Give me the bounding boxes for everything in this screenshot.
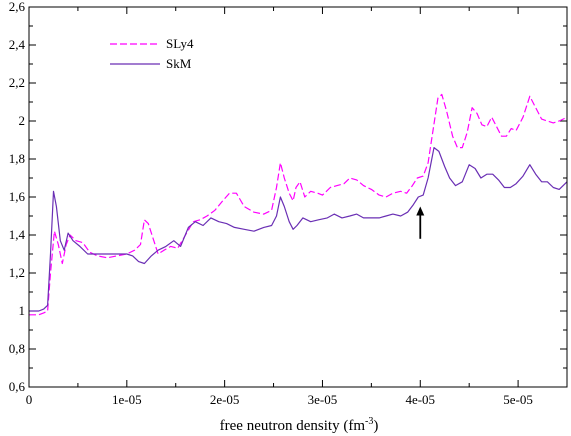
x-axis-ticks: 0 1e-05 2e-05 3e-05 4e-05 5e-05 <box>26 7 568 407</box>
y-tick-label: 0,8 <box>9 341 25 356</box>
y-tick-label: 1,4 <box>9 227 26 242</box>
series-line-skm <box>29 147 568 312</box>
legend-label-skm: SkM <box>166 56 192 71</box>
y-tick-label: 2,4 <box>9 37 26 52</box>
annotation-arrow-head <box>416 206 425 216</box>
legend-label-sly4: SLy4 <box>166 36 194 51</box>
y-tick-label: 1,8 <box>9 151 25 166</box>
legend: SLy4 SkM <box>110 36 194 71</box>
y-tick-label: 2 <box>19 113 26 128</box>
y-tick-label: 2,6 <box>9 0 26 14</box>
x-tick-label: 3e-05 <box>308 392 338 407</box>
series-line-sly4 <box>29 93 568 316</box>
plot-frame <box>28 6 568 388</box>
x-tick-label: 0 <box>26 392 33 407</box>
annotations <box>416 206 425 239</box>
y-tick-label: 2,2 <box>9 75 25 90</box>
x-tick-label: 2e-05 <box>210 392 240 407</box>
y-tick-label: 1,2 <box>9 265 25 280</box>
x-tick-label: 4e-05 <box>405 392 435 407</box>
y-axis-ticks: 0,6 0,8 1 1,2 1,4 1,6 1,8 2 2,2 2,4 2,6 <box>9 0 567 394</box>
y-tick-label: 0,6 <box>9 379 26 394</box>
x-axis-title-end: ) <box>373 418 378 434</box>
y-tick-label: 1 <box>19 303 26 318</box>
x-tick-label: 5e-05 <box>503 392 533 407</box>
plot-lines <box>29 93 568 316</box>
x-tick-label: 1e-05 <box>112 392 142 407</box>
x-axis-title-superscript: -3 <box>365 416 373 427</box>
x-axis-title: free neutron density (fm-3) <box>220 416 379 434</box>
x-axis-title-main: free neutron density (fm <box>220 418 366 434</box>
y-tick-label: 1,6 <box>9 189 26 204</box>
